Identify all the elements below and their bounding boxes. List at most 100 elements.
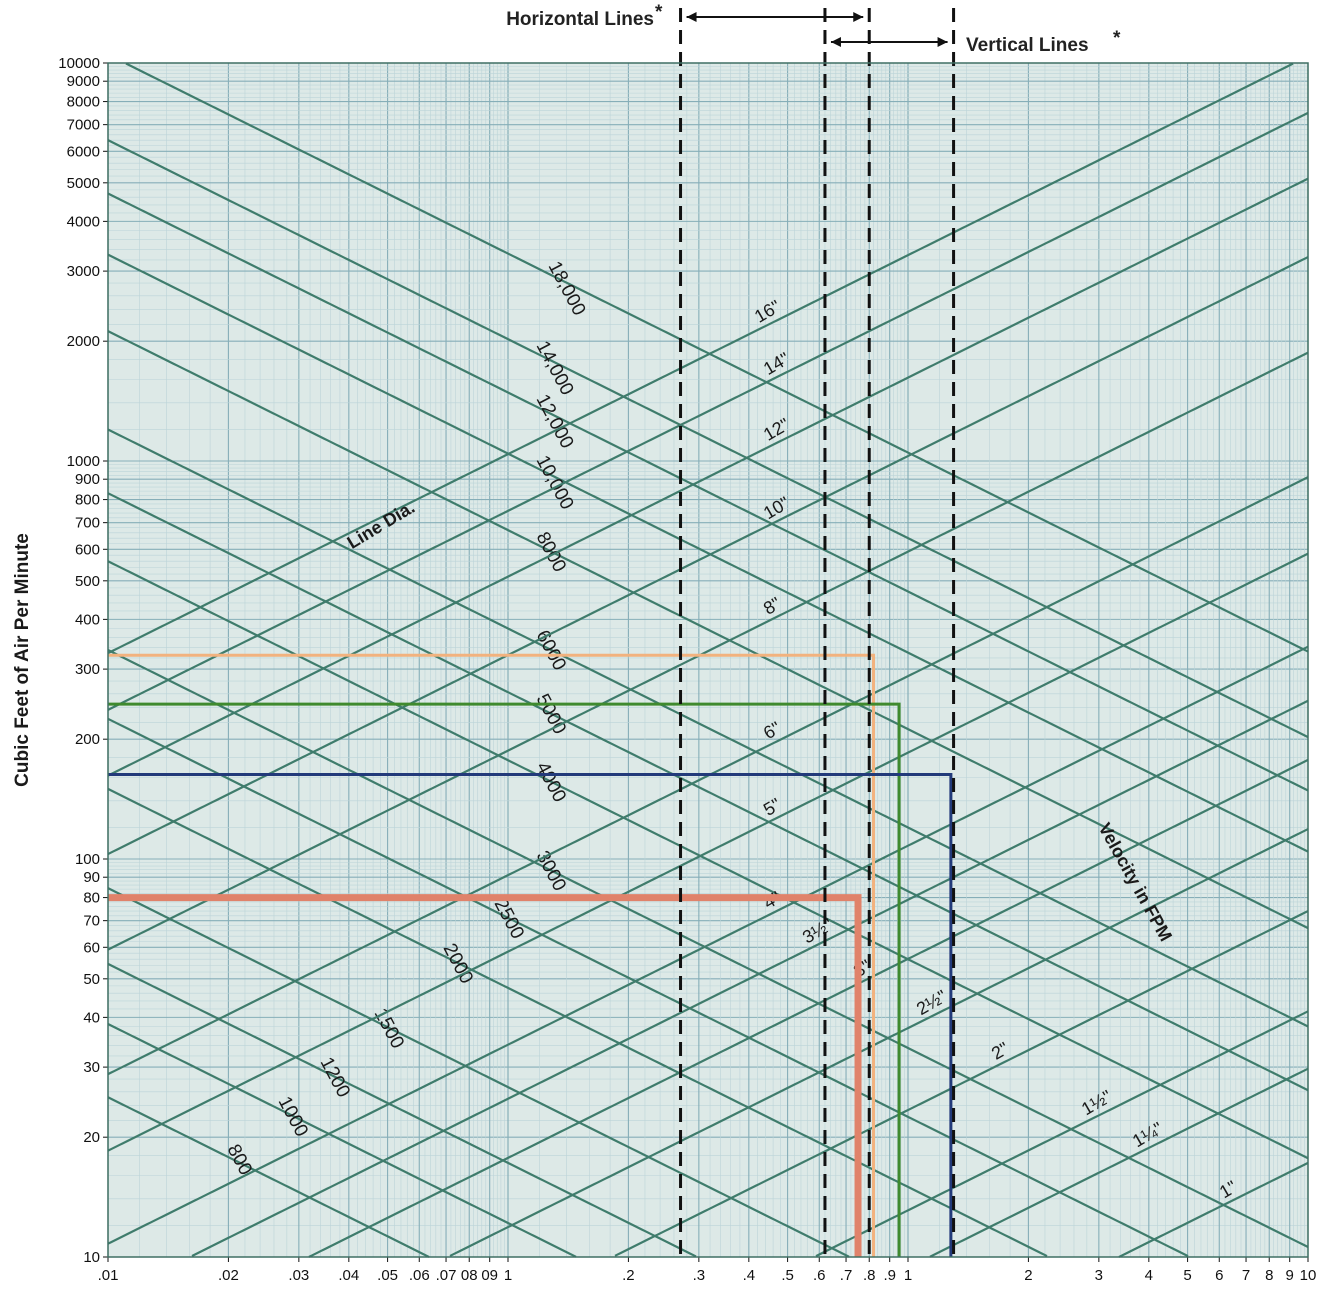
- x-tick-label: .7: [840, 1267, 853, 1284]
- y-tick-label: 100: [75, 851, 100, 868]
- x-tick-label: .4: [743, 1267, 756, 1284]
- plot-frame: [107, 62, 1309, 1258]
- y-tick-label: 700: [75, 515, 100, 532]
- arrowhead: [853, 12, 864, 22]
- x-tick-label: .04: [338, 1267, 359, 1284]
- header-horizontal-mark: *: [655, 2, 663, 23]
- arrowhead: [830, 37, 841, 47]
- example-path: [108, 773, 953, 1257]
- diameter-line: [191, 699, 1309, 1257]
- diameter-line: [107, 552, 1309, 1152]
- header-vertical-mark: *: [1113, 28, 1121, 49]
- x-tick-label: 08: [461, 1267, 478, 1284]
- x-tick-label: .2: [622, 1267, 635, 1284]
- x-tick-label: .07: [436, 1267, 457, 1284]
- y-tick-label: 30: [83, 1059, 100, 1076]
- example-path: [108, 702, 901, 1257]
- diameter-line: [449, 828, 1309, 1257]
- x-tick-label: 7: [1242, 1267, 1250, 1284]
- velocity-line: [107, 560, 1309, 1160]
- velocity-line: [107, 428, 1309, 1028]
- x-tick-label: 1: [904, 1267, 912, 1284]
- header-horizontal-lines: Horizontal Lines: [506, 9, 654, 30]
- header-vertical-lines: Vertical Lines: [966, 35, 1089, 56]
- velocity-line: [107, 962, 697, 1258]
- arrowhead: [686, 12, 697, 22]
- diameter-line: [107, 177, 1309, 777]
- axis-ticks: .01 .02 .03 .04 .05 .06 .07 08 09 1 .2 .3 .4 .5 .6 .7 .8…: [58, 55, 1316, 1284]
- y-tick-label: 900: [75, 471, 100, 488]
- velocity-line: [107, 492, 1309, 1092]
- x-tick-label: .05: [377, 1267, 398, 1284]
- y-tick-label: 600: [75, 541, 100, 558]
- x-tick-label: 1: [504, 1267, 512, 1284]
- x-tick-label: .01: [98, 1267, 119, 1284]
- diameter-line: [107, 256, 1309, 856]
- velocity-line: [107, 787, 1048, 1258]
- y-tick-label: 90: [83, 869, 100, 886]
- y-tick-label: 500: [75, 573, 100, 590]
- y-tick-label: 2000: [67, 333, 100, 350]
- example-path: [108, 894, 862, 1257]
- velocity-line: [107, 717, 1189, 1258]
- x-tick-label: 3: [1095, 1267, 1103, 1284]
- x-tick-label: .02: [218, 1267, 239, 1284]
- x-tick-label: .03: [288, 1267, 309, 1284]
- y-tick-label: 80: [83, 890, 100, 907]
- range-markers: [679, 8, 956, 1257]
- y-tick-label: 7000: [67, 117, 100, 134]
- y-tick-label: 400: [75, 611, 100, 628]
- x-tick-label: .06: [409, 1267, 430, 1284]
- velocity-line: [107, 649, 1309, 1249]
- x-tick-label: .9: [883, 1267, 896, 1284]
- grid: [107, 62, 1309, 1258]
- plot-background: [108, 63, 1308, 1257]
- y-tick-label: 4000: [67, 213, 100, 230]
- velocity-line: [107, 1023, 577, 1258]
- diameter-line: [107, 62, 1294, 655]
- x-tick-label: .6: [813, 1267, 826, 1284]
- y-tick-label: 60: [83, 939, 100, 956]
- diameter-line: [107, 111, 1309, 711]
- x-tick-label: 6: [1215, 1267, 1223, 1284]
- y-axis-label: Cubic Feet of Air Per Minute: [12, 533, 33, 787]
- y-tick-label: 50: [83, 971, 100, 988]
- diameter-line: [308, 758, 1309, 1258]
- diameter-line: [929, 1067, 1309, 1258]
- x-tick-label: .3: [693, 1267, 706, 1284]
- arrowhead: [937, 37, 948, 47]
- y-tick-label: 70: [83, 913, 100, 930]
- example-path: [108, 653, 876, 1257]
- diameter-line: [614, 910, 1309, 1257]
- y-tick-label: 300: [75, 661, 100, 678]
- x-tick-label: .5: [781, 1267, 794, 1284]
- x-tick-label: 09: [481, 1267, 498, 1284]
- x-tick-label: 4: [1145, 1267, 1153, 1284]
- y-tick-label: 1000: [67, 453, 100, 470]
- diameter-line: [107, 645, 1309, 1245]
- example-lines: [108, 653, 953, 1257]
- velocity-line: [107, 887, 850, 1258]
- y-tick-label: 6000: [67, 143, 100, 160]
- y-tick-label: 800: [75, 492, 100, 509]
- y-tick-label: 20: [83, 1129, 100, 1146]
- y-tick-label: 10: [83, 1249, 100, 1266]
- y-tick-label: 8000: [67, 94, 100, 111]
- velocity-line: [107, 139, 1309, 739]
- velocity-line: [107, 253, 1309, 853]
- y-tick-label: 5000: [67, 175, 100, 192]
- x-tick-label: 10: [1300, 1267, 1317, 1284]
- x-tick-label: 9: [1286, 1267, 1294, 1284]
- x-tick-label: .8: [863, 1267, 876, 1284]
- diameter-line: [1118, 1161, 1309, 1258]
- velocity-line: [107, 330, 1309, 930]
- x-tick-label: 5: [1183, 1267, 1191, 1284]
- velocity-line: [107, 192, 1309, 792]
- x-tick-label: 2: [1024, 1267, 1032, 1284]
- velocity-line: [125, 62, 1309, 653]
- y-tick-label: 9000: [67, 73, 100, 90]
- y-tick-label: 10000: [58, 55, 100, 72]
- y-tick-label: 200: [75, 731, 100, 748]
- y-tick-label: 3000: [67, 263, 100, 280]
